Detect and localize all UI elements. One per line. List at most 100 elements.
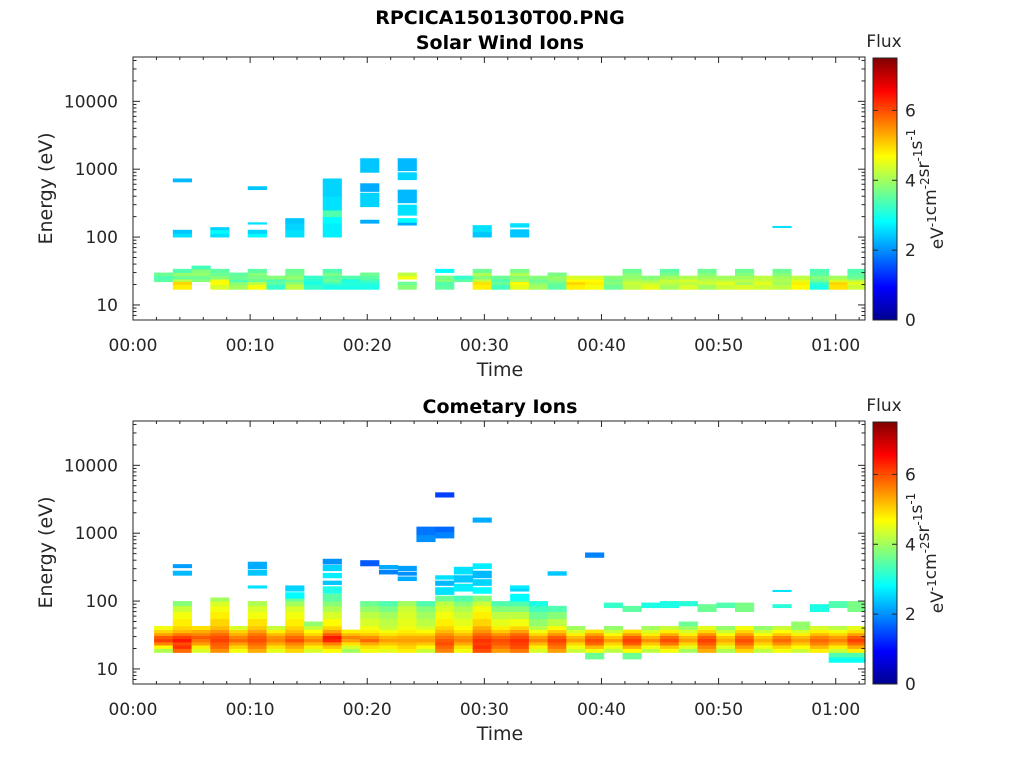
heatmap-cell bbox=[847, 281, 865, 285]
heatmap-cell bbox=[809, 635, 830, 639]
panel-title: Solar Wind Ions bbox=[416, 32, 584, 54]
heatmap-cell bbox=[378, 605, 399, 612]
heatmap-cell bbox=[660, 629, 680, 634]
heatmap-cell bbox=[247, 625, 267, 630]
heatmap-cell bbox=[528, 645, 549, 649]
heatmap-cell bbox=[622, 641, 642, 646]
heatmap-cell bbox=[360, 635, 380, 639]
heatmap-cell bbox=[622, 652, 642, 660]
heatmap-cell bbox=[378, 635, 399, 639]
heatmap-cell bbox=[772, 625, 792, 630]
colorbar-tick-label: 4 bbox=[905, 535, 916, 555]
heatmap-cell bbox=[622, 645, 642, 649]
axis-ticks: 00:00 00:10 00:20 00:30 00:40 00:50 01:00 10 100… bbox=[64, 421, 865, 720]
heatmap-cell bbox=[172, 645, 192, 649]
heatmap-cell bbox=[229, 645, 249, 649]
heatmap-cell bbox=[528, 611, 549, 620]
colorbar-tick-label: 0 bbox=[905, 675, 916, 695]
heatmap-cell bbox=[772, 635, 792, 639]
heatmap-cell bbox=[172, 605, 192, 612]
heatmap-cell bbox=[416, 605, 436, 612]
heatmap-cell bbox=[716, 625, 736, 630]
heatmap-cell bbox=[360, 272, 380, 277]
heatmap-cell bbox=[603, 275, 623, 280]
heatmap-cell bbox=[397, 576, 417, 582]
heatmap-cell bbox=[697, 635, 717, 639]
heatmap-cell bbox=[435, 635, 455, 639]
heatmap-cell bbox=[716, 648, 736, 653]
heatmap-cell bbox=[660, 648, 680, 653]
heatmap-cell bbox=[397, 218, 417, 223]
heatmap-cell bbox=[622, 279, 642, 283]
heatmap-cell bbox=[847, 656, 865, 663]
heatmap-cell bbox=[360, 605, 380, 612]
heatmap-cell bbox=[285, 635, 305, 639]
heatmap-cell bbox=[772, 629, 792, 634]
heatmap-cell bbox=[828, 279, 848, 283]
heatmap-cell bbox=[641, 641, 661, 646]
heatmap-cell bbox=[247, 569, 267, 576]
heatmap-cell bbox=[210, 279, 230, 283]
heatmap-cell bbox=[547, 648, 567, 653]
heatmap-cell bbox=[210, 605, 230, 612]
heatmap-cell bbox=[435, 284, 455, 290]
colorbar-tick-label: 2 bbox=[905, 241, 916, 261]
heatmap-cell bbox=[210, 645, 230, 649]
heatmap-cell bbox=[472, 284, 492, 290]
heatmap-cell bbox=[697, 641, 717, 646]
heatmap-cell bbox=[247, 275, 267, 280]
heatmap-cell bbox=[416, 534, 436, 543]
heatmap-cell bbox=[154, 641, 174, 646]
heatmap-cell bbox=[397, 611, 417, 620]
heatmap-cell bbox=[772, 589, 792, 592]
colorbar-tick-label: 2 bbox=[905, 605, 916, 625]
heatmap-cell bbox=[603, 638, 623, 643]
heatmap-cell bbox=[510, 632, 530, 636]
heatmap-cell bbox=[472, 279, 492, 283]
heatmap-cell bbox=[397, 275, 417, 280]
y-tick-label: 100 bbox=[86, 228, 118, 248]
heatmap-cell bbox=[397, 158, 417, 172]
heatmap-cell bbox=[547, 625, 567, 630]
panel-cometary: Cometary Ions 00:00 00:10 00:20 00:30 00:40 0… bbox=[35, 396, 948, 745]
heatmap-cell bbox=[453, 629, 474, 634]
heatmap-cell bbox=[397, 645, 417, 649]
heatmap-cell bbox=[472, 635, 492, 639]
heatmap-cell bbox=[229, 275, 249, 280]
heatmap-cell bbox=[472, 629, 492, 634]
heatmap-cell bbox=[322, 272, 342, 277]
heatmap-cell bbox=[697, 604, 717, 612]
heatmap-cell bbox=[847, 268, 865, 273]
colorbar-title: Flux bbox=[866, 396, 901, 416]
heatmap-cell bbox=[210, 635, 230, 639]
heatmap-cell bbox=[809, 272, 830, 277]
heatmap-cell bbox=[547, 641, 567, 646]
heatmap-cell bbox=[603, 635, 623, 639]
heatmap-cell bbox=[566, 629, 586, 634]
heatmap-cell bbox=[378, 601, 399, 607]
heatmap-cell bbox=[735, 625, 755, 630]
heatmap-cell bbox=[660, 281, 680, 285]
x-tick-label: 01:00 bbox=[811, 700, 860, 720]
heatmap-cell bbox=[735, 602, 755, 612]
heatmap-cell bbox=[472, 641, 492, 646]
heatmap-cell bbox=[678, 629, 698, 634]
heatmap-cell bbox=[229, 272, 249, 277]
heatmap-cell bbox=[266, 279, 286, 283]
heatmap-cell bbox=[210, 648, 230, 653]
heatmap-cell bbox=[360, 601, 380, 607]
heatmap-cell bbox=[828, 652, 848, 658]
heatmap-cell bbox=[528, 638, 549, 643]
heatmap-cell bbox=[453, 632, 474, 636]
heatmap-cell bbox=[716, 635, 736, 639]
heatmap-cell bbox=[528, 635, 549, 639]
plot-frame bbox=[132, 56, 866, 321]
heatmap-cell bbox=[603, 602, 623, 609]
heatmap-cell bbox=[828, 632, 848, 636]
heatmap-cell bbox=[285, 625, 305, 630]
heatmap-cell bbox=[378, 611, 399, 620]
heatmap-cell bbox=[435, 605, 455, 612]
heatmap-cell bbox=[247, 632, 267, 636]
heatmap-cell bbox=[735, 638, 755, 643]
heatmap-cell bbox=[210, 618, 230, 627]
